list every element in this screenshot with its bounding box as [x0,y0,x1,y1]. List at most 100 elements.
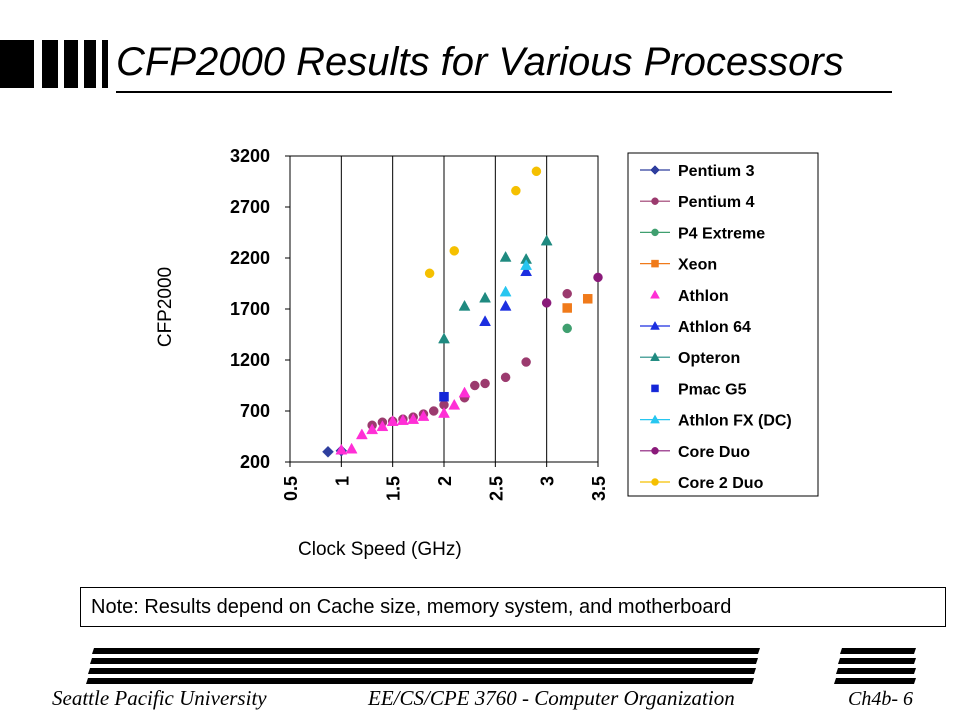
x-tick-label: 3.5 [589,476,609,501]
legend-label: Pmac G5 [678,381,747,398]
y-tick-label: 2700 [230,197,270,217]
legend-label: Core Duo [678,444,750,461]
data-point [428,406,439,416]
x-tick-label: 1.5 [384,476,404,501]
x-tick-label: 3 [538,476,558,486]
legend-label: Athlon FX (DC) [678,413,792,430]
y-tick-label: 2200 [230,248,270,268]
data-point [322,445,334,458]
legend-marker [651,478,659,486]
data-series [322,166,603,458]
data-point [439,391,449,402]
data-point [366,423,379,435]
data-point [449,246,460,256]
series-opteron [438,234,553,344]
footer-university: Seattle Pacific University [52,686,267,710]
data-point [479,291,491,303]
series-athlon-fx-dc- [499,259,533,297]
y-tick-label: 700 [240,401,270,421]
data-point [541,298,552,308]
series-p4-extreme [562,323,572,334]
data-point [531,166,542,177]
data-point [417,410,430,421]
data-point [593,272,603,283]
data-point [582,294,593,304]
legend-marker [650,165,660,175]
data-point [397,414,409,425]
data-point [540,234,553,246]
y-tick-label: 1700 [230,299,270,319]
data-point [520,265,533,277]
legend-item: P4 Extreme [640,225,765,242]
data-point [499,299,512,311]
data-point [562,288,572,299]
legend-label: Core 2 Duo [678,475,764,492]
legend-item: Core 2 Duo [640,475,764,492]
data-point [448,398,461,410]
legend-label: Pentium 3 [678,163,755,180]
legend-marker [650,289,660,299]
data-point [500,372,511,383]
note-text: Note: Results depend on Cache size, memo… [91,596,732,618]
legend-item: Pentium 4 [640,194,755,211]
data-point [407,413,420,424]
data-point [562,303,572,313]
legend-item: Athlon 64 [640,319,751,336]
slide-title: CFP2000 Results for Various Processors [116,40,844,84]
x-axis-label: Clock Speed (GHz) [298,539,462,560]
legend-marker [650,414,660,424]
legend-marker [651,259,659,268]
data-point [521,357,531,367]
data-point [438,332,450,344]
y-tick-label: 200 [240,452,270,472]
legend-box [627,152,819,497]
footer-decoration-bars [86,648,916,684]
data-point [386,415,399,426]
legend-marker [651,228,659,237]
data-point [458,299,471,311]
x-tick-label: 1 [332,476,352,486]
data-point [424,268,435,279]
x-tick-label: 2.5 [486,476,506,501]
data-point [520,259,533,270]
legend-label: Athlon [678,288,729,305]
legend-item: Athlon [650,288,729,305]
legend-label: Athlon 64 [678,319,751,336]
chart-legend: Pentium 3 Pentium 4 P4 Extreme Xeon Athlon At… [627,152,819,497]
y-tick-label: 3200 [230,146,270,166]
y-tick-label: 1200 [230,350,270,370]
title-underline [116,91,892,93]
data-point [480,378,490,389]
data-point [335,443,348,455]
data-point [355,428,368,440]
legend-marker [651,384,659,393]
legend-item: Core Duo [640,444,750,461]
legend-marker [650,320,660,330]
series-athlon-64 [479,265,533,326]
data-point [470,380,480,391]
data-point [499,285,512,297]
legend-label: Pentium 4 [678,194,755,211]
series-pmac-g5 [439,391,449,402]
y-axis-label: CFP2000 [155,266,176,348]
data-point [376,420,389,432]
x-tick-label: 2 [435,476,455,486]
data-point [499,250,512,262]
legend-item: Pmac G5 [651,381,747,398]
data-point [345,442,358,454]
legend-marker [651,197,659,205]
data-point [562,323,572,334]
series-athlon [335,386,471,455]
footer-page-number: Ch4b- 6 [848,688,913,710]
data-point [458,386,471,398]
footer-course: EE/CS/CPE 3760 - Computer Organization [368,686,735,710]
legend-item: Athlon FX (DC) [640,413,792,430]
axis-ticks: 200 700 1200 1700 2200 2700 3200 0.5 1 1.5 2 2.5 3 3.… [230,146,609,501]
title-decoration-bars [0,40,108,88]
legend-label: Opteron [678,350,740,367]
legend-label: Xeon [678,257,717,274]
legend-marker [651,447,659,455]
data-point [511,185,521,196]
legend-item: Opteron [640,350,740,367]
